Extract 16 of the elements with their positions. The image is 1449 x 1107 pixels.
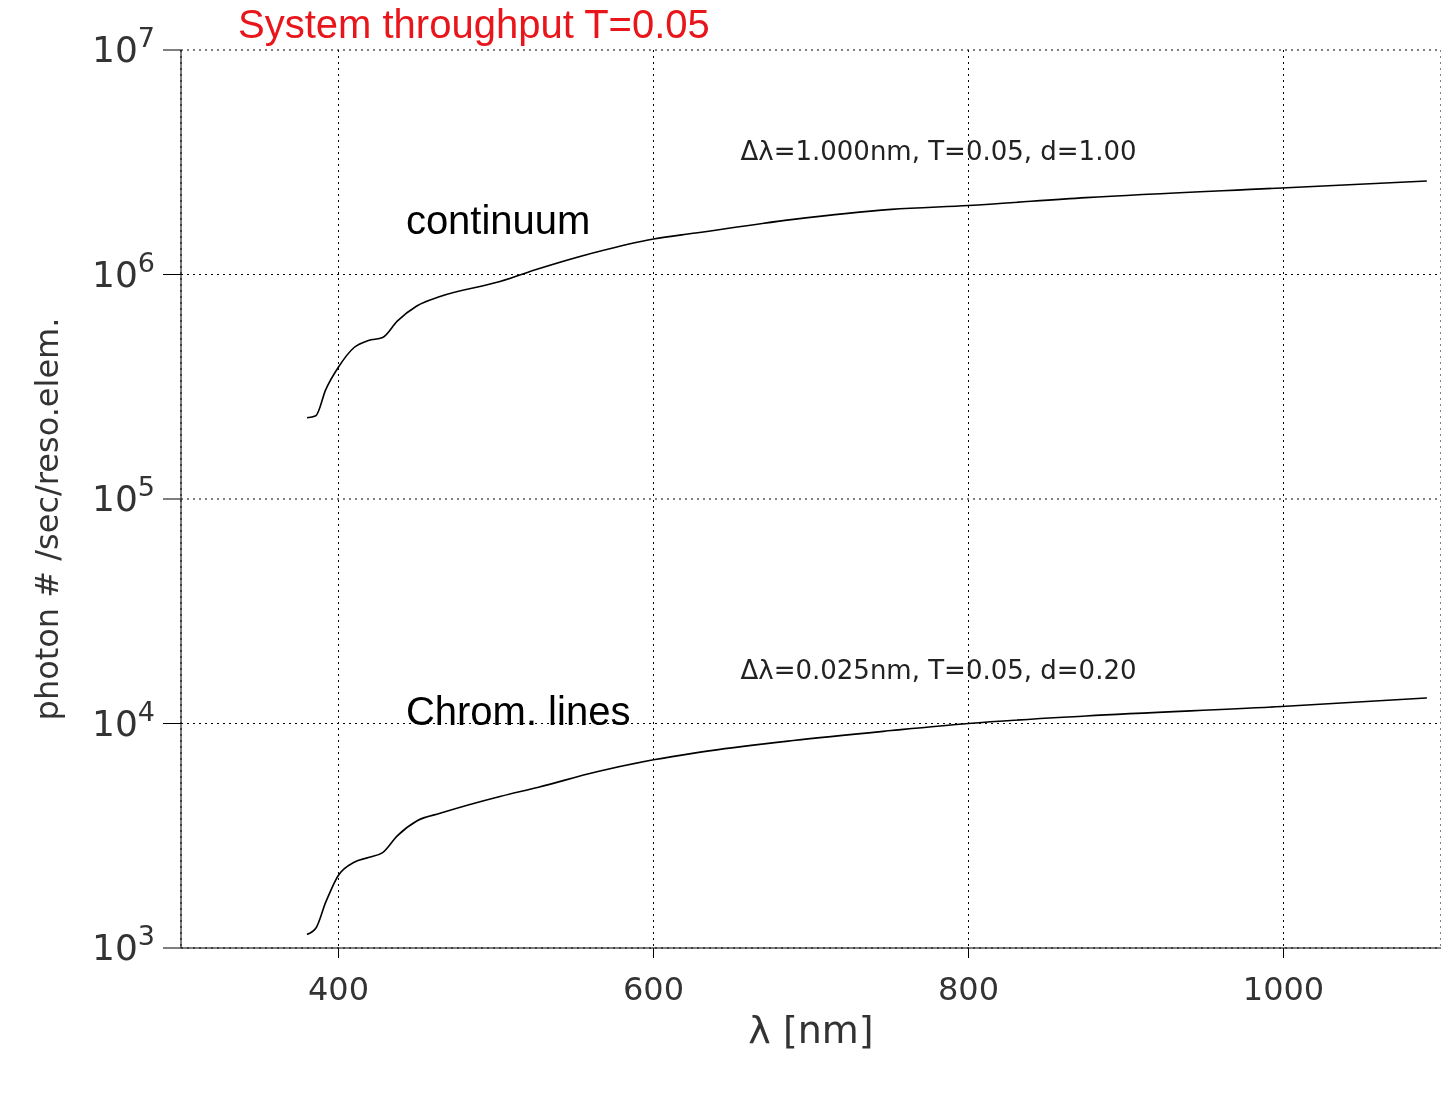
y-tick-label: 10$^{5}$ (92, 470, 155, 519)
y-tick-label: 10$^{3}$ (92, 919, 155, 968)
annotation: Δλ=1.000nm, T=0.05, d=1.00 (740, 136, 1137, 167)
y-tick-label: 10$^{6}$ (92, 246, 155, 295)
x-tick-label: 800 (937, 970, 1000, 1008)
y-tick-label: 10$^{7}$ (92, 21, 155, 70)
series-label: continuum (405, 198, 591, 243)
series-label: Chrom. lines (405, 689, 631, 734)
x-tick-label: 400 (307, 970, 370, 1008)
x-axis-title: λ [nm] (748, 1008, 874, 1052)
y-tick-label: 10$^{4}$ (92, 695, 155, 744)
x-tick-label: 600 (622, 970, 685, 1008)
chart-title: System throughput T=0.05 (238, 2, 710, 47)
annotation: Δλ=0.025nm, T=0.05, d=0.20 (740, 654, 1137, 685)
x-tick-label: 1000 (1242, 970, 1325, 1008)
y-axis-title: photon # /sec/reso.elem. (28, 317, 66, 721)
